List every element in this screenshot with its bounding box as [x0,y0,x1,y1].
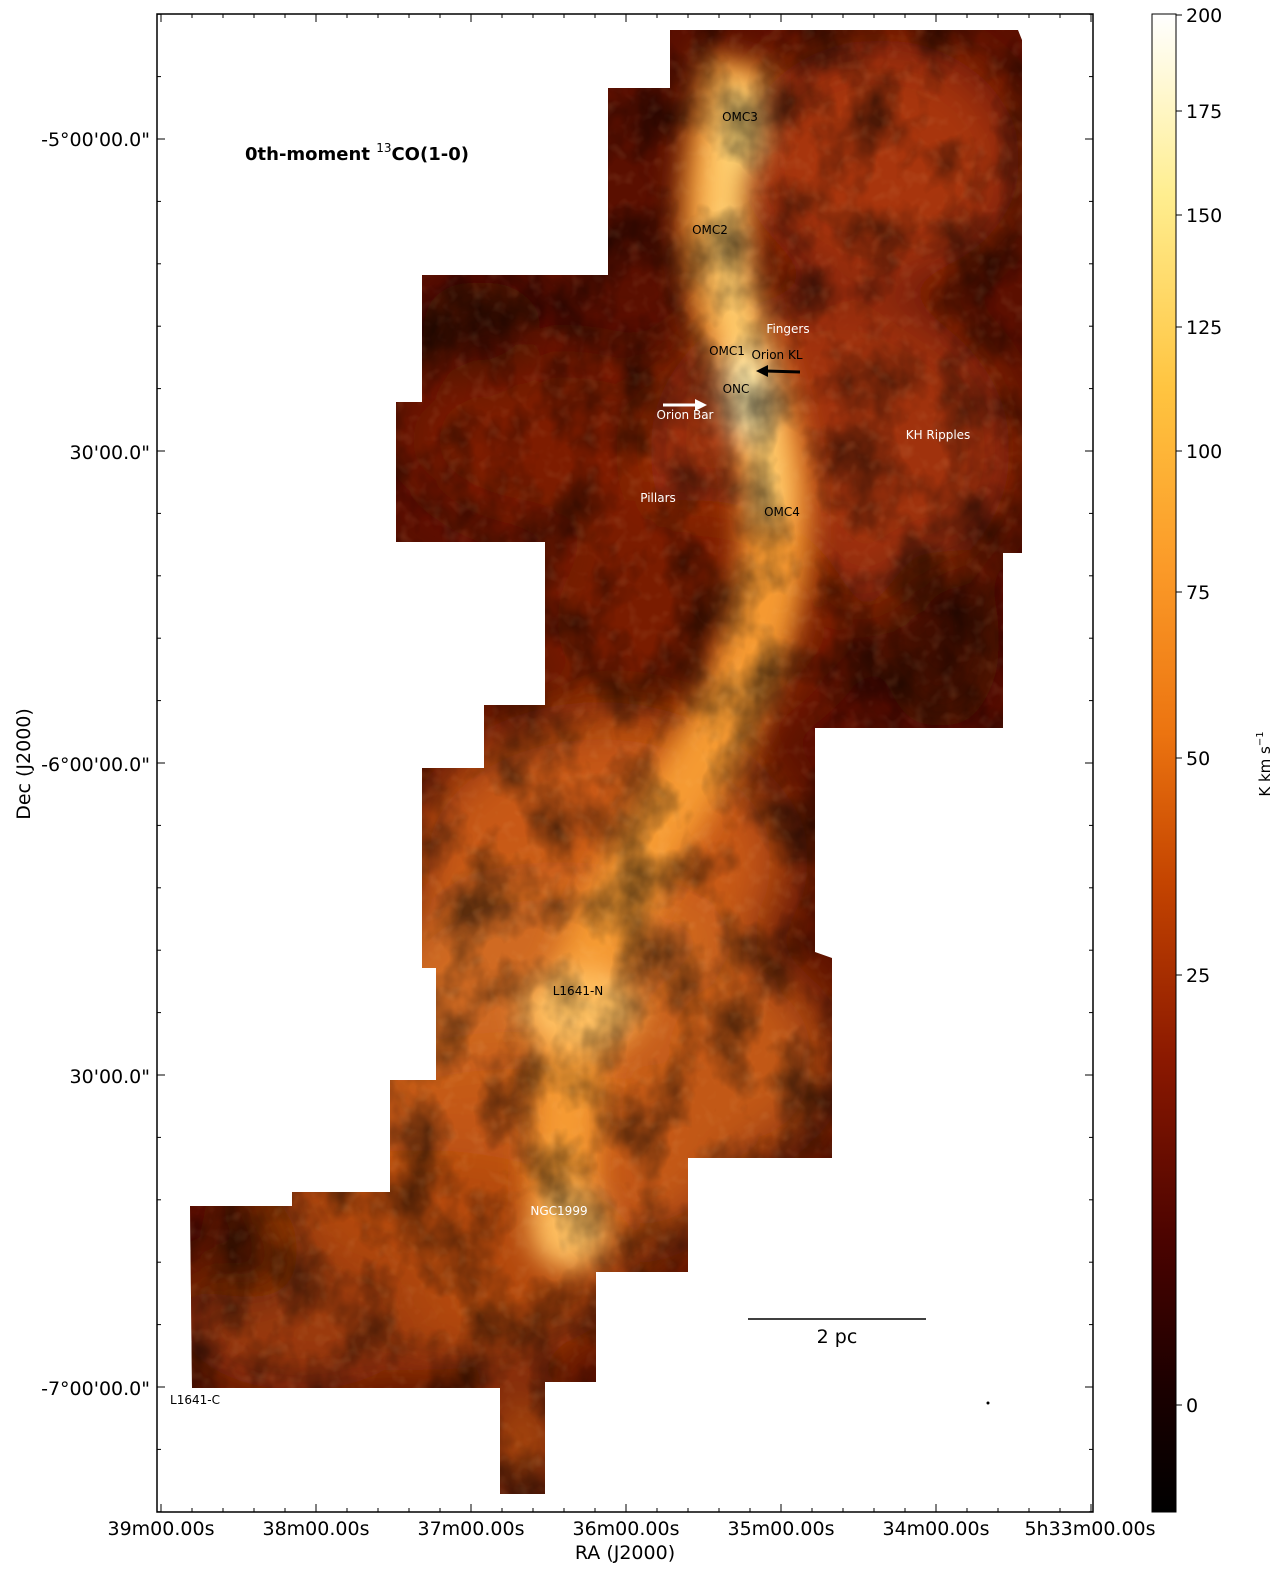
y-tick-label: -5°00'00.0" [41,129,150,151]
colorbar-tick-label: 150 [1186,205,1222,227]
region-labels: OMC3 OMC2 Fingers OMC1 Orion KL ONC Orio… [170,110,970,1407]
x-tick-labels: 39m00.00s 38m00.00s 37m00.00s 36m00.00s … [108,1518,1156,1540]
label-ngc1999: NGC1999 [530,1204,587,1218]
colorbar-tick-label: 125 [1186,317,1222,339]
x-tick-label: 38m00.00s [263,1518,370,1540]
label-pillars: Pillars [640,491,676,505]
label-orion-bar: Orion Bar [657,408,714,422]
y-tick-labels: -5°00'00.0" 30'00.0" -6°00'00.0" 30'00.0… [41,129,150,1400]
label-orion-kl: Orion KL [751,348,802,362]
beam-marker [986,1401,990,1405]
colorbar-title: K km s−1 [1255,731,1274,796]
x-tick-label: 34m00.00s [883,1518,990,1540]
colorbar-tick-label: 200 [1186,5,1222,27]
label-omc3: OMC3 [722,110,758,124]
orion-bar-arrow [663,399,707,411]
intensity-map [190,30,1022,1494]
label-fingers: Fingers [766,322,809,336]
label-l1641n: L1641-N [553,984,604,998]
x-tick-label: 35m00.00s [728,1518,835,1540]
scale-bar: 2 pc [748,1318,926,1348]
colorbar-tick-label: 100 [1186,441,1222,463]
y-axis-title: Dec (J2000) [13,708,35,820]
x-tick-label: 37m00.00s [418,1518,525,1540]
x-tick-label: 5h33m00.00s [1024,1518,1155,1540]
colorbar-tick-label: 75 [1186,582,1210,604]
y-tick-label: 30'00.0" [70,1066,150,1088]
orion-kl-arrow [756,365,801,377]
y-tick-label: -7°00'00.0" [41,1378,150,1400]
colorbar-tick-label: 25 [1186,965,1210,987]
x-axis-title: RA (J2000) [575,1542,675,1564]
axis-ticks [157,13,1093,1513]
label-l1641c: L1641-C [170,1393,220,1407]
colorbar-tick-label: 175 [1186,101,1222,123]
y-tick-label: 30'00.0" [70,442,150,464]
colorbar-tick-labels: 200 175 150 125 100 75 50 25 0 [1186,5,1222,1417]
colorbar-ticks [1176,14,1182,1406]
colorbar-ramp [1151,13,1177,1513]
y-tick-label: -6°00'00.0" [41,754,150,776]
scale-bar-label: 2 pc [817,1326,858,1348]
label-omc4: OMC4 [764,505,800,519]
label-omc2: OMC2 [692,223,728,237]
colorbar-tick-label: 50 [1186,748,1210,770]
x-tick-label: 36m00.00s [573,1518,680,1540]
label-onc: ONC [723,382,750,396]
figure-title: 0th-moment 13CO(1-0) [245,141,469,165]
colorbar: 200 175 150 125 100 75 50 25 0 K km s−1 [1151,5,1274,1513]
x-tick-label: 39m00.00s [108,1518,215,1540]
colorbar-tick-label: 0 [1186,1395,1198,1417]
label-kh-ripples: KH Ripples [906,428,971,442]
label-omc1: OMC1 [709,344,745,358]
